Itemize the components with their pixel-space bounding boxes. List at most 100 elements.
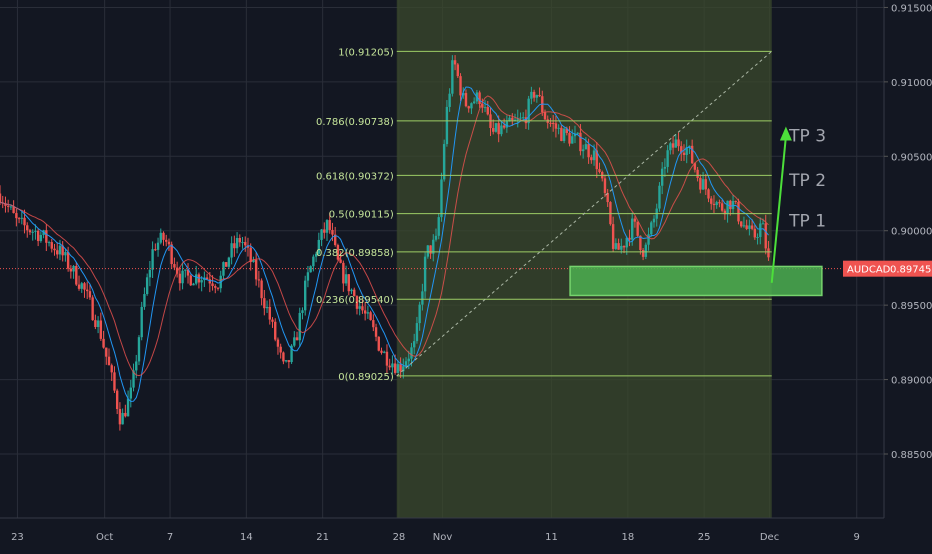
candle-body xyxy=(669,143,672,151)
candle-body xyxy=(759,223,762,237)
candle-body xyxy=(740,221,743,227)
candle-body xyxy=(429,245,432,254)
fib-trend-line[interactable] xyxy=(396,50,773,377)
candle-body xyxy=(4,203,7,206)
annotations-layer[interactable]: TP 3 TP 2 TP 1 xyxy=(0,126,884,297)
candle-body xyxy=(393,363,397,373)
candle-body xyxy=(551,122,555,124)
candle-body xyxy=(224,262,228,267)
candle-body xyxy=(377,336,380,351)
candle-body xyxy=(753,228,757,238)
candle-body xyxy=(511,117,514,121)
candle-body xyxy=(576,132,579,134)
candle-body xyxy=(560,127,563,141)
candle-body xyxy=(462,93,465,96)
candle-body xyxy=(192,283,195,286)
candle-body xyxy=(353,289,356,297)
candle-body xyxy=(748,225,751,229)
candle-body xyxy=(342,262,345,284)
candle-body xyxy=(12,206,15,214)
take-profit-label[interactable]: TP 3 xyxy=(788,126,826,146)
fib-level-label: 0.618(0.90372) xyxy=(316,171,394,182)
candle-body xyxy=(470,103,473,109)
time-tick-label: 23 xyxy=(11,532,24,543)
candle-body xyxy=(502,125,506,128)
candle-body xyxy=(53,248,56,251)
candle-body xyxy=(761,223,765,225)
candle-body xyxy=(118,409,122,425)
candle-body xyxy=(442,144,446,180)
price-tick-label: 0.89000 xyxy=(891,376,932,387)
candle-body xyxy=(549,122,552,124)
candle-body xyxy=(17,218,21,220)
candle-body xyxy=(306,272,310,281)
candle-body xyxy=(9,206,13,208)
candles-layer xyxy=(0,55,770,431)
candle-body xyxy=(222,262,225,276)
candle-body xyxy=(254,259,258,280)
candle-body xyxy=(712,203,716,206)
candle-body xyxy=(434,235,438,240)
symbol-label: AUDCAD xyxy=(847,265,891,276)
candle-body xyxy=(312,256,315,267)
candle-body xyxy=(399,364,402,372)
candle-body xyxy=(361,306,364,311)
candle-body xyxy=(620,245,623,250)
candle-body xyxy=(115,390,119,410)
candle-body xyxy=(701,179,705,190)
candle-body xyxy=(737,202,740,222)
candle-body xyxy=(271,319,274,322)
candle-body xyxy=(260,280,263,299)
candle-body xyxy=(208,279,212,284)
candle-body xyxy=(609,202,612,225)
candle-body xyxy=(606,192,609,203)
candle-body xyxy=(94,320,97,327)
take-profit-label[interactable]: TP 2 xyxy=(788,171,826,191)
fibonacci-layer[interactable]: 1(0.91205) 0.786(0.90738) 0.618(0.90372) 0.… xyxy=(316,47,773,383)
candle-body xyxy=(165,239,168,242)
candle-body xyxy=(323,229,326,233)
candle-body xyxy=(195,274,198,284)
fib-zone-shade xyxy=(396,0,772,518)
candle-body xyxy=(445,106,449,145)
candle-body xyxy=(685,147,688,155)
candle-body xyxy=(571,136,574,144)
candle-body xyxy=(524,117,528,124)
candle-body xyxy=(121,412,124,425)
candle-body xyxy=(663,166,667,169)
candle-body xyxy=(641,249,645,257)
current-price-tag[interactable] xyxy=(843,260,932,277)
fib-zone-layer xyxy=(396,0,772,518)
take-profit-label[interactable]: TP 1 xyxy=(788,211,826,231)
candle-body xyxy=(734,201,737,203)
candle-body xyxy=(584,144,588,150)
candle-body xyxy=(677,139,680,147)
candle-body xyxy=(274,321,277,340)
candle-body xyxy=(347,274,351,292)
candle-body xyxy=(388,365,391,368)
time-tick-label: 18 xyxy=(621,532,634,543)
candle-body xyxy=(579,132,582,152)
time-tick-label: 25 xyxy=(698,532,711,543)
candle-body xyxy=(200,280,203,283)
candle-body xyxy=(666,150,669,167)
candle-body xyxy=(249,247,252,263)
support-zone-box[interactable] xyxy=(569,265,823,297)
candle-body xyxy=(650,222,653,235)
candle-body xyxy=(227,257,231,267)
candle-body xyxy=(83,283,86,290)
candle-body xyxy=(467,106,470,109)
target-arrow-head[interactable] xyxy=(779,126,792,141)
candle-body xyxy=(483,107,487,109)
candle-body xyxy=(66,252,70,269)
candle-body xyxy=(189,275,192,286)
candle-body xyxy=(186,269,190,276)
candle-body xyxy=(374,327,378,337)
candle-body xyxy=(720,203,724,211)
candle-body xyxy=(47,242,51,244)
target-arrow-shaft[interactable] xyxy=(770,136,787,283)
candle-body xyxy=(478,92,481,105)
